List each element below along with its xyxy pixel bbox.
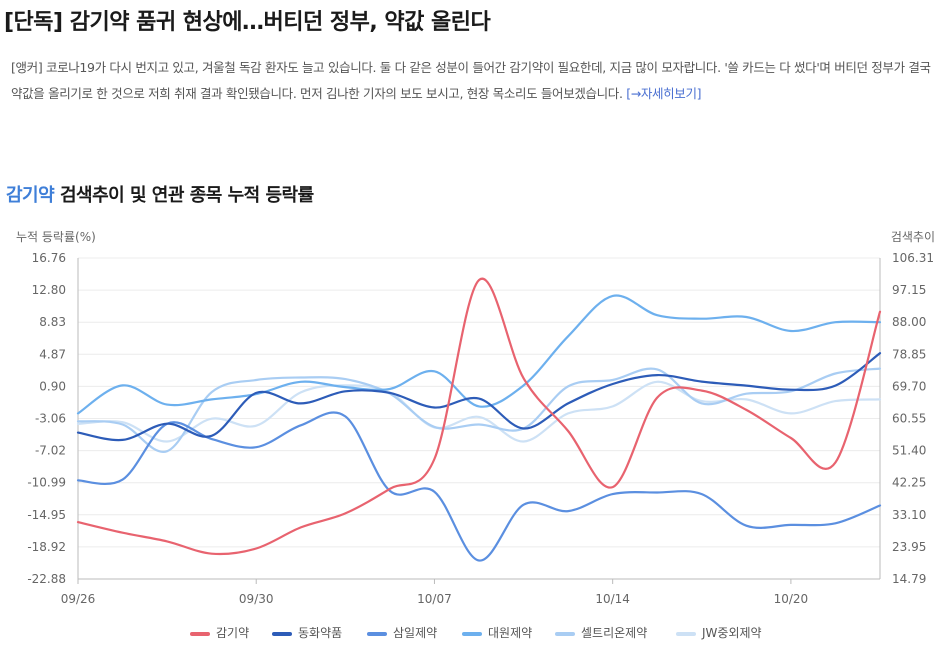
- y2-tick-label: 97.15: [892, 283, 926, 297]
- legend-swatch: [367, 631, 387, 636]
- y2-tick-label: 23.95: [892, 540, 926, 554]
- y-tick-label: -18.92: [27, 540, 66, 554]
- x-tick-label: 10/07: [417, 592, 452, 606]
- y2-axis-title: 검색추이: [891, 230, 935, 244]
- legend-item[interactable]: 셀트리온제약: [555, 624, 647, 641]
- x-tick-label: 09/30: [239, 592, 274, 606]
- legend-swatch: [555, 631, 575, 636]
- y2-tick-label: 51.40: [892, 444, 926, 458]
- y-tick-label: 0.90: [39, 379, 66, 393]
- legend-item[interactable]: JW중외제약: [676, 624, 762, 641]
- legend-label: 대원제약: [488, 626, 533, 640]
- legend-swatch: [676, 631, 696, 636]
- y-tick-label: -22.88: [27, 572, 66, 586]
- chart-title-text: 검색추이 및 연관 종목 누적 등락률: [59, 185, 314, 206]
- y-axis-title: 누적 등락률(%): [16, 230, 96, 244]
- chart-title: 감기약 검색추이 및 연관 종목 누적 등락률: [6, 181, 314, 207]
- read-more-link[interactable]: [→자세히보기]: [626, 86, 702, 101]
- legend-label: 삼일제약: [393, 626, 438, 640]
- legend-item[interactable]: 감기약: [190, 624, 249, 641]
- y2-tick-label: 69.70: [892, 379, 926, 393]
- x-tick-label: 09/26: [61, 592, 96, 606]
- y2-tick-label: 88.00: [892, 315, 926, 329]
- legend-item[interactable]: 삼일제약: [367, 624, 437, 641]
- y2-tick-label: 60.55: [892, 412, 926, 426]
- x-tick-label: 10/20: [774, 592, 809, 606]
- legend-label: 감기약: [216, 626, 250, 640]
- article-lead-text: [앵커] 코로나19가 다시 번지고 있고, 겨울철 독감 환자도 늘고 있습니…: [11, 60, 931, 101]
- y-tick-label: -10.99: [27, 476, 66, 490]
- y-tick-label: 8.83: [39, 315, 66, 329]
- y-tick-label: 16.76: [32, 251, 66, 265]
- series-line-4: [76, 294, 882, 415]
- series-line-5: [76, 367, 882, 453]
- legend-label: 동화약품: [298, 626, 343, 640]
- y-tick-label: -7.02: [35, 444, 66, 458]
- series-line-6: [76, 380, 882, 443]
- y2-tick-label: 14.79: [892, 572, 926, 586]
- legend-item[interactable]: 동화약품: [272, 624, 342, 641]
- series-line-3: [76, 411, 882, 562]
- legend-label: 셀트리온제약: [581, 626, 648, 640]
- y-tick-label: 4.87: [39, 347, 66, 361]
- legend-swatch: [462, 631, 482, 636]
- article-headline: [단독] 감기약 품귀 현상에…버티던 정부, 약값 올린다: [4, 10, 491, 35]
- chart-title-keyword: 감기약: [6, 185, 55, 206]
- y-tick-label: -3.06: [35, 412, 66, 426]
- x-tick-label: 10/14: [595, 592, 630, 606]
- legend-swatch: [190, 631, 210, 636]
- y-tick-label: 12.80: [32, 283, 66, 297]
- y2-tick-label: 33.10: [892, 508, 926, 522]
- stock-search-chart: 누적 등락률(%) 검색추이 16.76 106.31 12.80 97.15 8.83 88…: [16, 230, 935, 606]
- legend-swatch: [272, 631, 292, 636]
- article-lead: [앵커] 코로나19가 다시 번지고 있고, 겨울철 독감 환자도 늘고 있습니…: [11, 55, 941, 107]
- y2-tick-label: 106.31: [892, 251, 934, 265]
- legend-item[interactable]: 대원제약: [462, 624, 532, 641]
- series-line-2: [76, 352, 882, 442]
- series-line-1: [76, 277, 882, 556]
- y2-tick-label: 42.25: [892, 476, 926, 490]
- y-tick-label: -14.95: [27, 508, 66, 522]
- y2-tick-label: 78.85: [892, 347, 926, 361]
- legend-label: JW중외제약: [702, 626, 762, 640]
- chart-legend: 감기약 동화약품 삼일제약 대원제약 셀트리온제약 JW중외제약: [0, 624, 944, 642]
